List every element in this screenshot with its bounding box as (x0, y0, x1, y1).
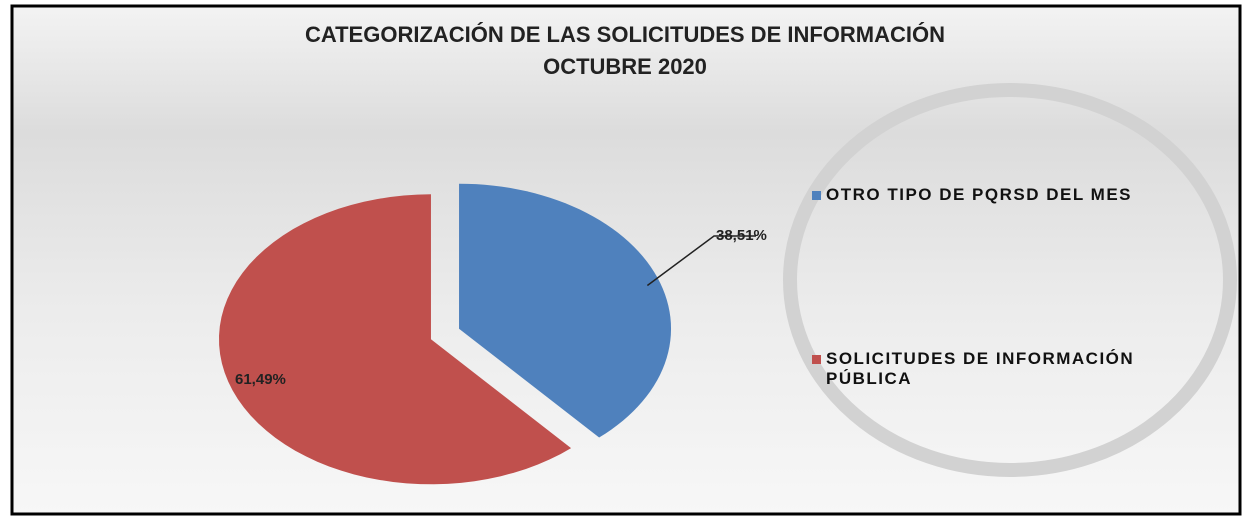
leader-line (646, 235, 756, 287)
data-label: 61,49% (235, 371, 286, 388)
legend-label: OTRO TIPO DE PQRSD DEL MES (826, 185, 1132, 204)
data-label: 38,51% (716, 227, 767, 244)
pie-slice (459, 183, 672, 438)
chart-title: CATEGORIZACIÓN DE LAS SOLICITUDES DE INF… (305, 22, 945, 47)
legend-swatch (812, 355, 821, 364)
legend-swatch (812, 191, 821, 200)
chart-subtitle: OCTUBRE 2020 (543, 54, 707, 79)
watermark (783, 83, 1237, 477)
pie-slice (219, 194, 572, 485)
legend-label: SOLICITUDES DE INFORMACIÓN PÚBLICA (826, 349, 1135, 388)
